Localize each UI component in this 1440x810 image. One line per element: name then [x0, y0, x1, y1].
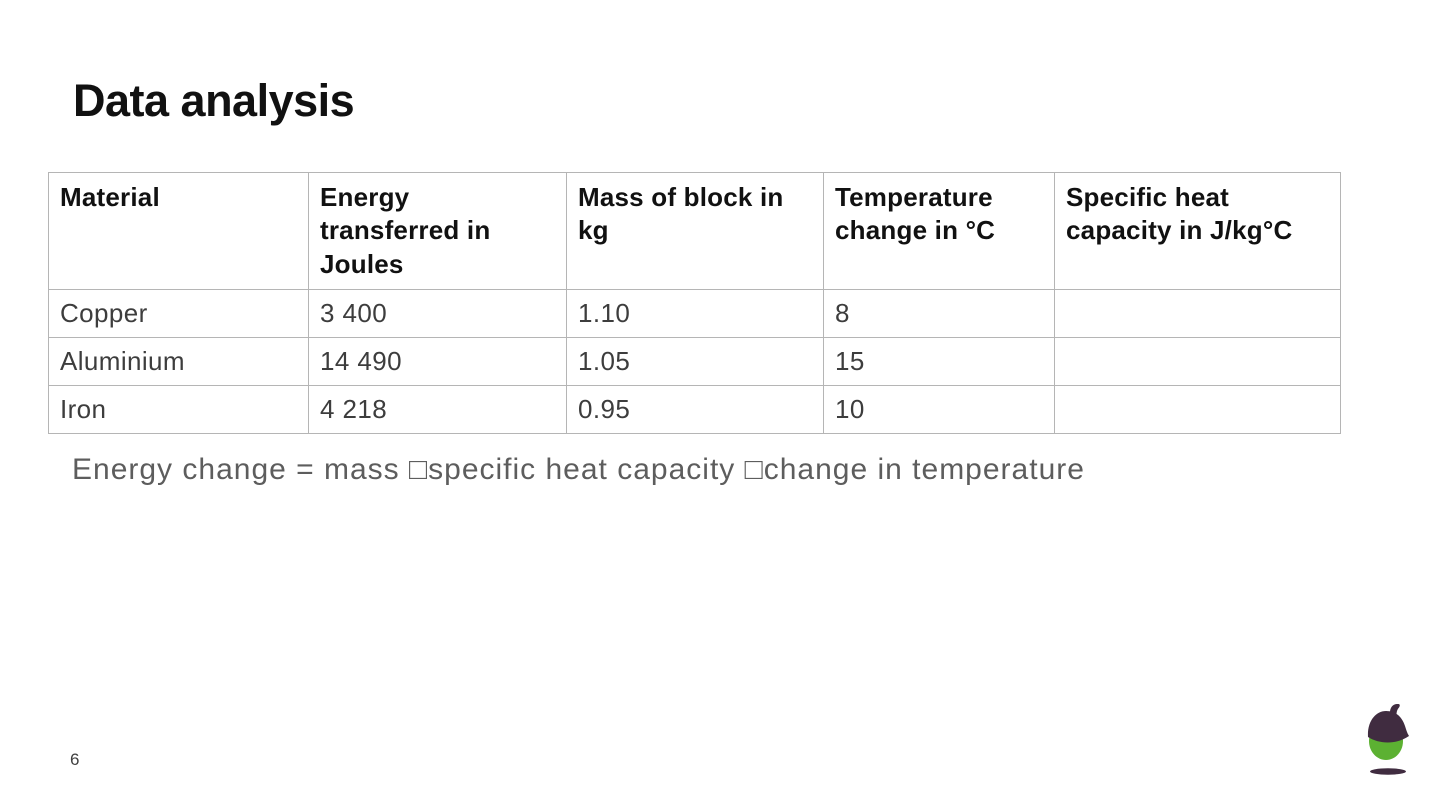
cell-material: Iron	[48, 384, 309, 434]
acorn-shadow-shape	[1370, 768, 1406, 775]
cell-mass: 1.05	[566, 336, 824, 386]
cell-mass: 0.95	[566, 384, 824, 434]
cell-energy: 4 218	[308, 384, 567, 434]
cell-material: Copper	[48, 288, 309, 338]
acorn-stem-shape	[1389, 704, 1400, 715]
col-header-temperature: Temperature change in °C	[823, 172, 1055, 290]
page-title: Data analysis	[73, 75, 355, 126]
formula-text: Energy change = mass □specific heat capa…	[72, 453, 1085, 486]
cell-specific-heat	[1054, 336, 1341, 386]
cell-temperature: 8	[823, 288, 1055, 338]
cell-specific-heat	[1054, 384, 1341, 434]
table-row: Aluminium 14 490 1.05 15	[48, 336, 1341, 386]
acorn-logo	[1367, 704, 1409, 775]
page-number: 6	[70, 750, 80, 769]
cell-mass: 1.10	[566, 288, 824, 338]
cell-energy: 14 490	[308, 336, 567, 386]
col-header-energy: Energy transferred in Joules	[308, 172, 567, 290]
acorn-cap-shape	[1367, 711, 1409, 743]
col-header-specific-heat: Specific heat capacity in J/kg°C	[1054, 172, 1341, 290]
cell-material: Aluminium	[48, 336, 309, 386]
table-row: Copper 3 400 1.10 8	[48, 288, 1341, 338]
table-row: Iron 4 218 0.95 10	[48, 384, 1341, 434]
data-table: Material Energy transferred in Joules Ma…	[48, 172, 1341, 434]
table-header-row: Material Energy transferred in Joules Ma…	[48, 172, 1341, 290]
cell-energy: 3 400	[308, 288, 567, 338]
cell-temperature: 10	[823, 384, 1055, 434]
cell-temperature: 15	[823, 336, 1055, 386]
col-header-material: Material	[48, 172, 309, 290]
col-header-mass: Mass of block in kg	[566, 172, 824, 290]
cell-specific-heat	[1054, 288, 1341, 338]
